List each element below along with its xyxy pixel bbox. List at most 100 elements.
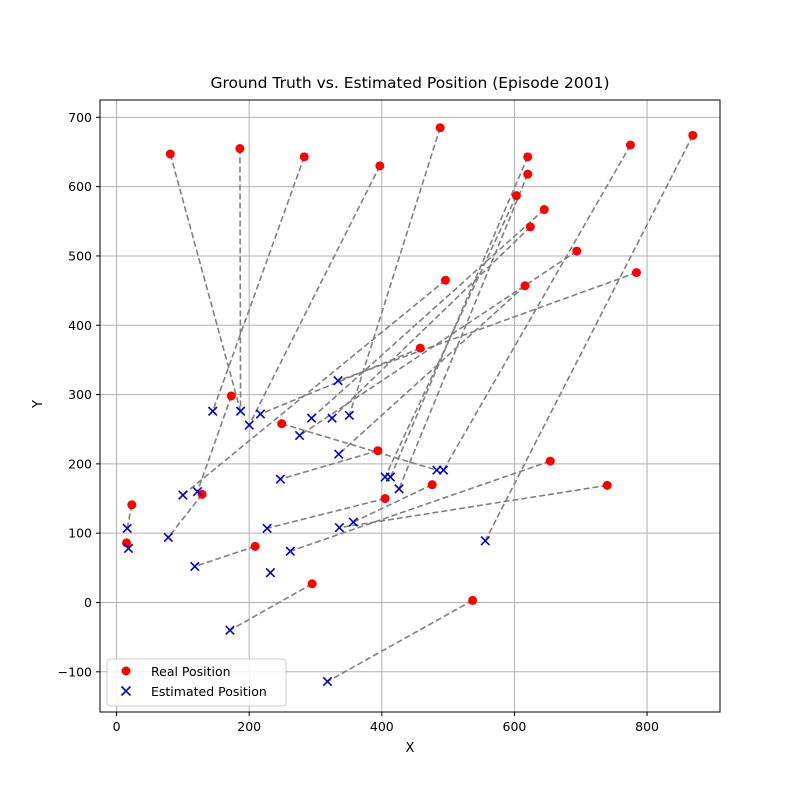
real-position-point <box>520 281 530 291</box>
x-axis-label: X <box>406 741 415 756</box>
estimated-position-point <box>244 420 254 430</box>
estimated-position-point <box>348 517 359 527</box>
estimated-position-point <box>207 406 218 416</box>
y-tick-label: 700 <box>68 110 92 125</box>
estimated-marker-stroke <box>122 523 132 534</box>
connector-line <box>266 497 386 530</box>
connector-line <box>280 449 379 480</box>
x-tick-label: 600 <box>503 719 527 734</box>
real-position-point <box>539 205 549 215</box>
connector-line <box>239 148 242 412</box>
estimated-marker-stroke <box>163 532 174 543</box>
y-axis-ticks: −100 0 100 200 300 400 500 600 700 <box>58 110 100 679</box>
connector-line <box>260 347 421 415</box>
legend: Real Position Estimated Position <box>106 658 287 707</box>
estimated-position-point <box>178 490 188 500</box>
estimated-marker-stroke <box>306 413 317 423</box>
estimated-position-point <box>255 409 266 419</box>
y-tick-label: 0 <box>84 595 92 610</box>
estimated-position-point <box>265 567 276 578</box>
y-tick-label: 100 <box>68 526 92 541</box>
estimated-marker-stroke <box>207 406 218 416</box>
estimated-position-point <box>333 375 343 386</box>
real-position-point <box>602 480 612 490</box>
x-tick-label: 0 <box>113 719 121 734</box>
estimated-position-point <box>123 543 134 554</box>
estimated-position-point <box>432 465 442 475</box>
real-position-point <box>127 500 137 510</box>
real-position-point <box>625 140 635 150</box>
connector-line <box>331 226 531 419</box>
connector-line <box>339 484 608 529</box>
estimated-position-point <box>480 536 491 546</box>
real-position-point <box>307 579 317 589</box>
estimated-marker-stroke <box>244 420 254 430</box>
real-position-point <box>250 541 260 551</box>
estimated-marker-stroke <box>192 486 203 497</box>
estimated-marker-stroke <box>333 375 343 386</box>
legend-real-label: Real Position <box>151 664 231 679</box>
real-position-point <box>523 152 533 162</box>
real-position-point <box>523 169 533 179</box>
estimated-position-point <box>380 472 390 482</box>
estimated-marker-stroke <box>255 409 266 419</box>
estimated-marker-stroke <box>285 546 296 556</box>
estimated-marker-stroke <box>348 517 359 527</box>
estimated-position-point <box>344 410 355 421</box>
real-position-point <box>468 595 478 605</box>
real-position-point <box>197 489 207 499</box>
plot-frame <box>99 99 721 713</box>
x-tick-label: 800 <box>635 719 659 734</box>
estimated-position-point <box>163 532 174 543</box>
real-position-point <box>435 123 445 133</box>
estimated-position-point <box>334 522 345 533</box>
y-tick-label: 400 <box>68 318 92 333</box>
connector-line <box>337 271 637 382</box>
estimated-marker-stroke <box>178 490 188 500</box>
x-tick-label: 200 <box>237 719 261 734</box>
y-tick-label: 200 <box>68 456 92 471</box>
estimated-marker-stroke <box>322 676 333 687</box>
connector-line <box>327 599 474 683</box>
estimated-marker-stroke <box>235 406 246 416</box>
estimated-marker-stroke <box>262 523 272 534</box>
estimated-position-point <box>333 449 344 459</box>
estimated-position-point <box>285 546 296 556</box>
estimated-marker-stroke <box>123 543 134 554</box>
estimated-position-point <box>322 676 333 687</box>
connector-line <box>248 165 381 426</box>
grid-lines <box>100 100 720 712</box>
real-position-point <box>427 480 437 490</box>
connector-line <box>484 134 694 542</box>
real-position-point <box>235 144 245 154</box>
estimated-marker-stroke <box>294 430 305 441</box>
estimated-position-point <box>225 625 235 635</box>
connector-line <box>299 250 578 437</box>
estimated-position-point <box>235 406 246 416</box>
estimated-position-point <box>275 474 286 484</box>
connector-line <box>310 208 545 419</box>
connector-line <box>352 483 433 523</box>
real-position-point <box>299 152 309 162</box>
connector-lines <box>125 127 694 683</box>
data-markers <box>122 123 698 687</box>
connector-line <box>290 460 551 552</box>
estimated-marker-stroke <box>394 484 404 494</box>
x-axis-ticks: 0 200 400 600 800 <box>113 712 659 734</box>
estimated-marker-stroke <box>327 413 337 423</box>
y-tick-label: 500 <box>68 248 92 263</box>
estimated-position-point <box>327 413 337 423</box>
estimated-marker-stroke <box>334 522 345 533</box>
real-position-point <box>511 191 521 201</box>
estimated-marker-stroke <box>225 625 235 635</box>
x-tick-label: 400 <box>370 719 394 734</box>
real-position-point <box>373 446 383 456</box>
estimated-position-point <box>190 561 200 572</box>
estimated-marker-stroke <box>344 410 355 421</box>
real-position-point <box>545 456 555 466</box>
estimated-marker-stroke <box>432 465 442 475</box>
legend-box <box>106 658 287 707</box>
real-position-point <box>631 268 641 278</box>
connector-line <box>389 156 529 478</box>
